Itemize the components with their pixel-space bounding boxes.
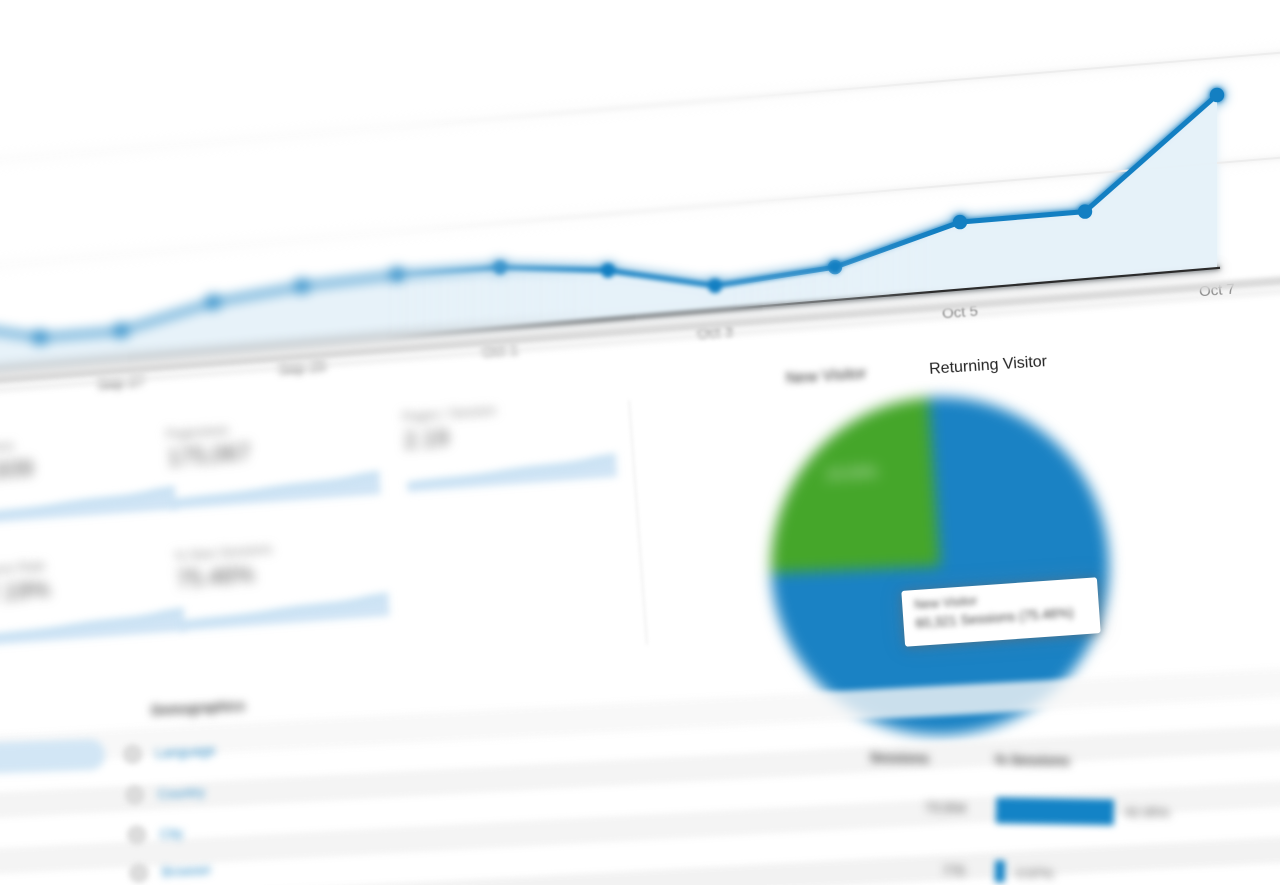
scorecard-pageviews: Pageviews 175,067: [165, 411, 388, 510]
scorecard-sparkline: [178, 583, 398, 632]
pct-sessions-bar: [995, 797, 1114, 826]
table-cell-pct-sessions: 0.97%: [1016, 865, 1054, 882]
scorecard-sparkline: [169, 462, 389, 510]
table-cell-pct-sessions: 91.95%: [1125, 804, 1170, 821]
new-visitor-dot-icon: [762, 373, 778, 389]
sessions-line-chart: [0, 0, 1280, 430]
table-cell-sessions: 73,504: [924, 800, 967, 816]
returning-visitor-square-icon: [904, 363, 921, 380]
menu-link[interactable]: Browser: [161, 861, 212, 880]
table-cell-sessions: 775: [942, 863, 966, 879]
sessions-table: Sessions % Sessions 73,504 91.95% 775 0.97%: [863, 750, 1275, 885]
scorecard-new-sessions: % New Sessions 75.46%: [174, 532, 398, 632]
demographics-menu: Demographics Language Country City Brows…: [115, 691, 385, 885]
menu-link[interactable]: Country: [157, 783, 206, 802]
table-header-pct-sessions[interactable]: % Sessions: [994, 752, 1071, 769]
scorecard-sparkline: [405, 444, 625, 493]
menu-item-browser[interactable]: Browser: [128, 859, 212, 884]
pct-sessions-bar: [994, 860, 1006, 883]
menu-bullet-icon: [122, 743, 144, 765]
pie-slice-label: 24.54%: [825, 463, 878, 484]
left-edge-bar: [0, 738, 106, 775]
menu-link[interactable]: City: [159, 825, 184, 842]
menu-link[interactable]: Language: [155, 742, 216, 761]
menu-bullet-icon: [128, 862, 150, 884]
demographics-header: Demographics: [150, 698, 246, 719]
scorecard-sparkline: [0, 477, 184, 525]
menu-item-country[interactable]: Country: [124, 781, 206, 806]
scorecards: Sessions 79,939 Pageviews 175,067 Pages …: [0, 386, 733, 704]
menu-item-language[interactable]: Language: [122, 740, 216, 765]
menu-bullet-icon: [124, 784, 146, 806]
menu-item-city[interactable]: City: [126, 823, 183, 846]
menu-bullet-icon: [126, 824, 148, 846]
scorecard-sessions: Sessions 79,939: [0, 426, 184, 525]
scorecard-bounce-rate: Bounce Rate 67.19%: [0, 547, 193, 647]
table-header-sessions[interactable]: Sessions: [869, 750, 930, 767]
sessions-chart-sharp-layer: [0, 0, 1280, 430]
scorecard-pages-session: Pages / Session 2.19: [402, 393, 625, 493]
scorecard-sparkline: [0, 598, 193, 647]
